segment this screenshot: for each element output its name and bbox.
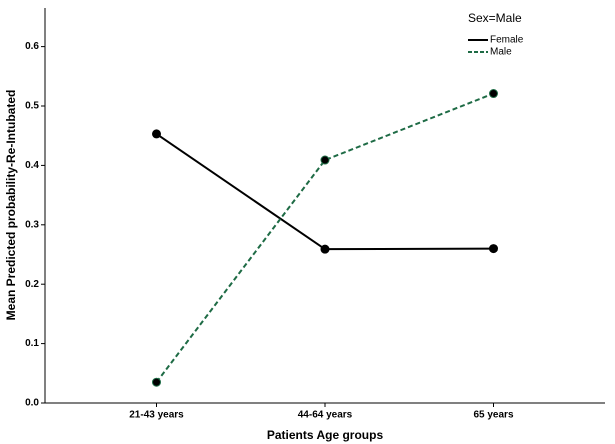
data-point [152, 377, 161, 387]
y-tick-label: 0.2 [25, 279, 39, 290]
data-point [320, 155, 330, 165]
data-point [152, 129, 161, 139]
data-point [489, 244, 498, 254]
x-axis-title: Patients Age groups [267, 428, 384, 442]
legend-title: Sex=Male [468, 11, 522, 25]
x-tick-label: 21-43 years [129, 410, 184, 421]
x-tick-label: 65 years [473, 410, 513, 421]
y-tick-label: 0.5 [25, 101, 39, 112]
data-point [320, 244, 330, 254]
series-line [155, 92, 494, 383]
legend-label: Male [490, 47, 512, 58]
legend-label: Female [490, 35, 524, 46]
y-tick-label: 0.1 [25, 338, 39, 349]
y-tick-label: 0.6 [25, 41, 39, 52]
data-point [489, 89, 498, 99]
y-tick-label: 0.0 [25, 398, 39, 409]
y-tick-label: 0.3 [25, 219, 39, 230]
x-tick-label: 44-64 years [298, 410, 353, 421]
y-axis-title: Mean Predicted probability-Re-Intubated [4, 90, 18, 321]
y-tick-label: 0.4 [25, 160, 39, 171]
